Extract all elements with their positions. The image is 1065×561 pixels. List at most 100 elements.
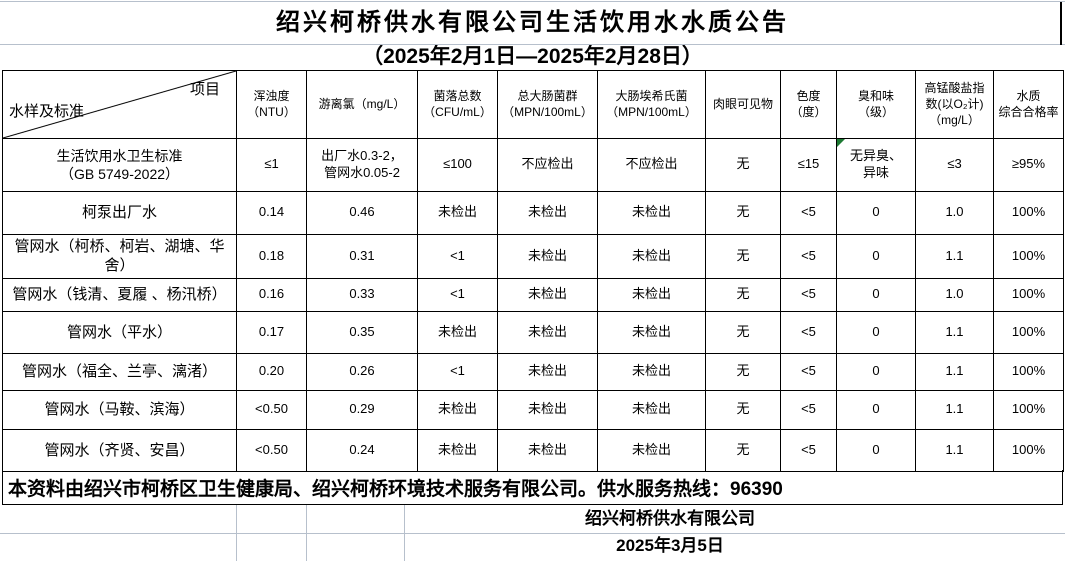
cell-value: 无 <box>736 204 750 220</box>
cell: 未检出 <box>597 352 706 391</box>
cell: 100% <box>993 428 1064 472</box>
table-row: 管网水（柯桥、柯岩、湖塘、华舍） 0.18 0.31 <1 未检出 未检出 无 <5 0 1.1 1… <box>2 233 1064 279</box>
cell: ≤15 <box>780 137 837 192</box>
page-title: 绍兴柯桥供水有限公司生活饮用水水质公告 <box>276 9 789 36</box>
cell: <0.50 <box>236 389 307 430</box>
corner-header-cell: 项目 水样及标准 <box>2 70 237 139</box>
cell-value: ≤100 <box>443 156 472 172</box>
cell: 0.18 <box>236 233 307 279</box>
cell: 1.1 <box>915 389 994 430</box>
row-label: 管网水（柯桥、柯岩、湖塘、华舍） <box>2 233 237 279</box>
footer-note: 本资料由绍兴市柯桥区卫生健康局、绍兴柯桥环境技术服务有限公司。供水服务热线：96… <box>2 470 1063 505</box>
cell-value: 未检出 <box>631 286 671 302</box>
cell-value: 1.1 <box>945 323 964 339</box>
cell: 1.1 <box>915 352 994 391</box>
cell-value: 未检出 <box>527 323 567 339</box>
cell: <1 <box>417 352 498 391</box>
row-label: 管网水（福全、兰亭、漓渚） <box>2 352 237 391</box>
cell-value: <1 <box>450 363 465 379</box>
cell-value: ≤3 <box>947 156 962 172</box>
cell-value: 无 <box>736 156 750 172</box>
cell-value: <0.50 <box>255 401 288 417</box>
cell-value: 未检出 <box>631 363 671 379</box>
cell-value: 100% <box>1011 441 1046 457</box>
cell-value: 无 <box>736 401 750 417</box>
cell: 0 <box>836 190 916 235</box>
cell-value: 未检出 <box>437 323 477 339</box>
column-header: 大肠埃希氏菌 （MPN/100mL） <box>597 70 706 139</box>
cell: 0.31 <box>306 233 418 279</box>
column-header: 色度 （度） <box>780 70 837 139</box>
cell: 未检出 <box>597 233 706 279</box>
cell-value: 未检出 <box>631 204 671 220</box>
cell-value: 未检出 <box>437 204 477 220</box>
cell-value: 0.24 <box>349 441 375 457</box>
table-row: 管网水（马鞍、滨海） <0.50 0.29 未检出 未检出 未检出 无 <5 0 1.1 100% <box>2 389 1064 430</box>
cell-value: ≤15 <box>797 156 820 172</box>
cell-value: 1.0 <box>945 286 964 302</box>
cell-value: 0 <box>872 363 880 379</box>
cell-value: ≤1 <box>264 156 279 172</box>
column-header: 肉眼可见物 <box>705 70 781 139</box>
cell-value: 0.17 <box>258 323 285 339</box>
cell: 未检出 <box>597 277 706 312</box>
cell: 未检出 <box>497 352 598 391</box>
footer-date: 2025年3月5日 <box>616 536 724 555</box>
cell-value: 0 <box>872 247 880 263</box>
cell: <5 <box>780 277 837 312</box>
cell-value: 0.20 <box>258 363 285 379</box>
cell: 0.33 <box>306 277 418 312</box>
cell: <0.50 <box>236 428 307 472</box>
cell-value: 100% <box>1011 286 1046 302</box>
cell: 未检出 <box>497 190 598 235</box>
cell-value: <5 <box>801 441 816 457</box>
green-corner-triangle-icon <box>837 139 845 147</box>
cell: ≥95% <box>993 137 1064 192</box>
cell: 0.20 <box>236 352 307 391</box>
cell: <5 <box>780 310 837 354</box>
cell: <5 <box>780 352 837 391</box>
cell: 1.0 <box>915 277 994 312</box>
table-row: 生活饮用水卫生标准 （GB 5749-2022） ≤1 出厂水0.3-2， 管网水0… <box>2 137 1064 192</box>
column-header: 浑浊度 （NTU） <box>236 70 307 139</box>
cell-value: <5 <box>801 401 816 417</box>
cell-value: 未检出 <box>527 401 567 417</box>
table-row: 管网水（齐贤、安昌） <0.50 0.24 未检出 未检出 未检出 无 <5 0 1.1 100% <box>2 428 1064 472</box>
cell-value: 不应检出 <box>521 156 574 172</box>
cell-value: <5 <box>801 286 816 302</box>
cell: <5 <box>780 389 837 430</box>
cell: 无 <box>705 190 781 235</box>
cell: 0.14 <box>236 190 307 235</box>
cell-value: 1.1 <box>945 441 964 457</box>
cell-value: 无 <box>736 286 750 302</box>
cell: 100% <box>993 277 1064 312</box>
cell-value: <5 <box>801 204 816 220</box>
cell: 0.16 <box>236 277 307 312</box>
cell-value: 0 <box>872 323 880 339</box>
cell-value: 0.18 <box>258 247 285 263</box>
cell-value: 0.14 <box>258 204 285 220</box>
cell-value: 未检出 <box>527 204 567 220</box>
column-header: 总大肠菌群 （MPN/100mL） <box>497 70 598 139</box>
cell-value: <1 <box>450 286 465 302</box>
cell-value: 0 <box>872 204 880 220</box>
cell: 无 <box>705 352 781 391</box>
cell: 0.35 <box>306 310 418 354</box>
cell-value: 0.29 <box>349 401 375 417</box>
cell: 0 <box>836 233 916 279</box>
cell-value: 无 <box>736 441 750 457</box>
cell-value: 0.16 <box>258 286 285 302</box>
cell: 未检出 <box>597 190 706 235</box>
cell-value: 100% <box>1011 204 1046 220</box>
gridline <box>306 505 307 561</box>
cell: 无 <box>705 137 781 192</box>
cell-value: 0 <box>872 286 880 302</box>
cell: 不应检出 <box>497 137 598 192</box>
column-header: 菌落总数 （CFU/mL） <box>417 70 498 139</box>
cell: 无异臭、 异味 <box>836 137 916 192</box>
cell: 1.1 <box>915 310 994 354</box>
cell: <1 <box>417 277 498 312</box>
cell-value: 100% <box>1011 363 1046 379</box>
cell-value: 1.1 <box>945 363 964 379</box>
cell-value: <0.50 <box>255 441 288 457</box>
